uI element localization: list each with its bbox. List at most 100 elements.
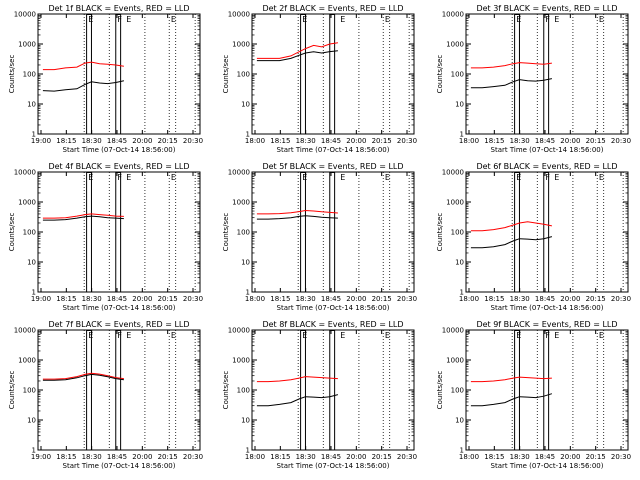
panel-title: Det 5f BLACK = Events, RED = LLD [262,162,403,171]
event-marker-label: E [599,173,604,182]
panel-title: Det 6f BLACK = Events, RED = LLD [476,162,617,171]
y-axis-label: Counts/sec [436,55,444,94]
y-tick-label: 1000 [446,41,464,49]
x-tick-label: 20:00 [560,453,580,461]
y-tick-label: 1000 [232,41,250,49]
panel-title: Det 1f BLACK = Events, RED = LLD [48,4,189,13]
y-tick-label: 100 [23,71,36,79]
lld-series-line [42,372,124,380]
x-tick-label: 20:30 [611,137,631,145]
x-tick-label: 18:15 [484,295,504,303]
x-axis-label: Start Time (07-Oct-14 18:56:00) [277,304,390,312]
x-tick-label: 20:15 [586,295,606,303]
panel-p2: Det 2f BLACK = Events, RED = LLD E E E 1 10 10… [222,4,417,154]
panel-p8: Det 8f BLACK = Events, RED = LLD E E E 1 10 10… [222,320,417,470]
events-series-line [470,236,553,249]
y-tick-label: 100 [237,229,250,237]
event-marker-label: E [340,15,345,24]
event-marker-label: E [302,15,307,24]
y-tick-label: 1 [246,447,250,455]
event-marker-label: F [117,173,122,182]
y-tick-label: 10 [27,417,36,425]
event-marker-label: E [88,331,93,340]
lld-series-line [256,209,338,215]
x-tick-label: 20:15 [372,295,392,303]
event-marker-label: E [302,331,307,340]
event-marker-label: E [516,331,521,340]
lld-series-line [42,61,124,71]
x-tick-label: 18:45 [107,453,127,461]
lld-series-line [470,376,552,383]
y-tick-label: 10000 [14,11,36,19]
event-marker-label: E [385,173,390,182]
y-axis-label: Counts/sec [222,55,230,94]
x-tick-label: 20:15 [158,453,178,461]
y-tick-label: 10 [27,259,36,267]
event-marker-label: E [88,173,93,182]
event-marker-label: E [554,15,559,24]
y-axis-label: Counts/sec [222,213,230,252]
lld-series-line [470,62,552,69]
events-series-line [42,80,125,92]
event-marker-label: E [171,331,176,340]
x-tick-label: 20:00 [132,137,152,145]
x-tick-label: 18:45 [321,137,341,145]
event-marker-label: E [340,173,345,182]
y-axis-label: Counts/sec [436,213,444,252]
x-axis-label: Start Time (07-Oct-14 18:56:00) [63,304,176,312]
x-tick-label: 18:45 [535,295,555,303]
y-tick-label: 1 [246,131,250,139]
x-tick-label: 20:00 [132,295,152,303]
event-marker-label: F [117,15,122,24]
y-tick-label: 1 [32,131,36,139]
events-series-line [256,50,338,62]
x-tick-label: 19:00 [31,453,51,461]
x-axis-label: Start Time (07-Oct-14 18:56:00) [63,462,176,470]
x-tick-label: 18:15 [56,295,76,303]
event-marker-label: E [516,173,521,182]
y-tick-label: 100 [23,229,36,237]
x-tick-label: 18:15 [484,137,504,145]
events-series-line [42,215,124,221]
event-marker-label: E [599,15,604,24]
events-series-line [470,393,553,407]
event-marker-label: F [545,15,550,24]
panel-title: Det 7f BLACK = Events, RED = LLD [48,320,189,329]
x-tick-label: 18:30 [296,295,316,303]
y-tick-label: 10000 [442,11,464,19]
x-tick-label: 20:00 [132,453,152,461]
event-marker-label: F [117,331,122,340]
y-axis-label: Counts/sec [222,371,230,410]
y-tick-label: 100 [451,71,464,79]
y-tick-label: 10000 [442,327,464,335]
x-axis-label: Start Time (07-Oct-14 18:56:00) [491,462,604,470]
event-marker-label: E [171,15,176,24]
y-tick-label: 1 [32,447,36,455]
y-tick-label: 10 [241,259,250,267]
x-tick-label: 18:00 [459,137,479,145]
event-marker-label: E [554,331,559,340]
panel-title: Det 2f BLACK = Events, RED = LLD [262,4,403,13]
y-tick-label: 1 [32,289,36,297]
event-marker-label: E [126,331,131,340]
x-tick-label: 20:15 [586,453,606,461]
x-tick-label: 18:30 [82,137,102,145]
event-marker-label: E [554,173,559,182]
y-tick-label: 1 [460,131,464,139]
x-tick-label: 20:30 [183,137,203,145]
y-tick-label: 10000 [228,327,250,335]
x-tick-label: 18:45 [107,295,127,303]
x-tick-label: 20:15 [158,295,178,303]
events-series-line [42,373,124,381]
y-tick-label: 1000 [232,357,250,365]
y-tick-label: 10000 [14,169,36,177]
x-tick-label: 18:30 [510,453,530,461]
x-tick-label: 20:00 [560,295,580,303]
x-tick-label: 20:30 [611,453,631,461]
x-tick-label: 20:00 [346,453,366,461]
event-marker-label: E [599,331,604,340]
y-tick-label: 10000 [228,11,250,19]
